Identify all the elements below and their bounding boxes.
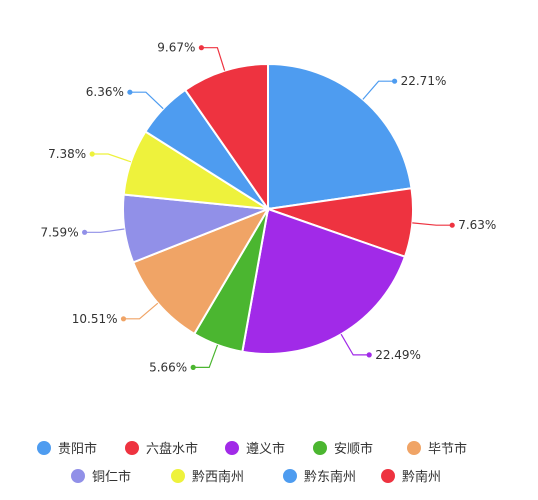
legend-label-3: 安顺市 [334, 441, 373, 457]
legend-swatch-0 [37, 441, 51, 455]
callout-line-8 [201, 47, 226, 71]
data-label-7: 6.36% [86, 85, 124, 99]
legend-swatch-3 [313, 441, 327, 455]
callout-line-4 [123, 302, 159, 320]
legend-item-4[interactable]: 毕节市 [407, 441, 467, 457]
callout-line-6 [92, 153, 132, 163]
callout-line-2 [340, 333, 370, 356]
legend-item-1[interactable]: 六盘水市 [125, 441, 198, 457]
callout-dot-5 [82, 229, 88, 235]
callout-dot-7 [127, 89, 133, 95]
legend-swatch-4 [407, 441, 421, 455]
callout-line-1 [412, 222, 453, 226]
callout-dot-0 [392, 78, 398, 84]
legend-label-8: 黔南州 [402, 469, 441, 485]
legend-label-4: 毕节市 [428, 441, 467, 457]
data-label-5: 7.59% [40, 225, 78, 239]
pie-slice-2 [241, 207, 407, 355]
callout-dot-8 [198, 45, 204, 51]
legend-swatch-6 [171, 469, 185, 483]
pie-slices [122, 62, 414, 355]
legend-swatch-7 [283, 469, 297, 483]
pie-callouts: 22.71% 7.63% 22.49% 5.66% 10.51% 7.59% 7.38% 6.… [40, 41, 496, 375]
data-label-6: 7.38% [48, 147, 86, 161]
legend-swatch-5 [71, 469, 85, 483]
data-label-3: 5.66% [149, 360, 187, 374]
callout-line-0 [362, 80, 395, 100]
pie-slice-8 [183, 62, 269, 213]
legend-item-5[interactable]: 铜仁市 [71, 469, 131, 485]
callout-dot-4 [120, 316, 127, 322]
callout-line-5 [84, 228, 125, 233]
legend-item-2[interactable]: 遵义市 [225, 441, 285, 457]
legend-label-0: 贵阳市 [58, 441, 97, 457]
legend-item-3[interactable]: 安顺市 [313, 441, 373, 457]
callout-dot-3 [190, 364, 196, 370]
callout-line-3 [193, 344, 219, 368]
legend-item-7[interactable]: 黔东南州 [283, 469, 356, 485]
data-label-0: 22.71% [401, 74, 447, 88]
data-label-8: 9.67% [157, 41, 195, 55]
legend-label-6: 黔西南州 [192, 469, 244, 485]
callout-dot-6 [89, 151, 95, 157]
data-label-1: 7.63% [458, 218, 496, 232]
data-label-2: 22.49% [375, 348, 421, 362]
legend-label-5: 铜仁市 [92, 469, 131, 485]
legend-label-7: 黔东南州 [304, 469, 356, 485]
callout-line-7 [129, 91, 164, 110]
data-label-4: 10.51% [72, 312, 118, 326]
legend-item-0[interactable]: 贵阳市 [37, 441, 97, 457]
callout-dot-2 [366, 352, 372, 358]
legend-swatch-8 [381, 469, 395, 483]
legend-swatch-1 [125, 441, 139, 455]
legend-item-6[interactable]: 黔西南州 [171, 469, 244, 485]
legend-item-8[interactable]: 黔南州 [381, 469, 441, 485]
callout-dot-1 [449, 222, 455, 228]
legend-label-2: 遵义市 [246, 441, 285, 457]
pie-slice-0 [267, 62, 413, 211]
legend-swatch-2 [225, 441, 239, 455]
legend-label-1: 六盘水市 [146, 441, 198, 457]
